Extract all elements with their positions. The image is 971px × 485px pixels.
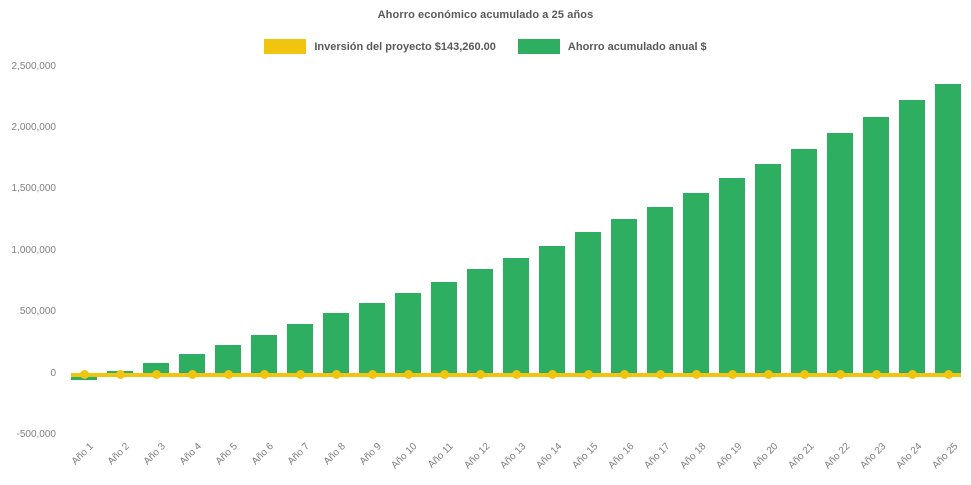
x-axis-tick-label: Año 20 <box>749 441 781 472</box>
bar-año-22 <box>827 132 854 374</box>
legend-item-investment: Inversión del proyecto $143,260.00 <box>264 39 496 54</box>
bar-año-23 <box>863 117 890 374</box>
x-axis-tick-label: Año 2 <box>105 441 132 468</box>
x-axis-tick-label: Año 3 <box>141 441 168 468</box>
bar-año-14 <box>539 245 566 374</box>
x-axis-tick-label: Año 11 <box>426 441 456 471</box>
bar-año-9 <box>359 302 386 374</box>
investment-line-marker <box>763 370 773 380</box>
bar-año-4 <box>179 353 206 374</box>
bar-año-18 <box>683 193 710 374</box>
investment-line-marker <box>727 370 737 380</box>
investment-line-marker <box>799 370 809 380</box>
x-axis-tick-label: Año 8 <box>321 441 348 468</box>
bar-año-13 <box>503 258 530 374</box>
x-axis-tick-label: Año 12 <box>461 441 492 472</box>
bar-año-19 <box>719 178 746 374</box>
investment-line-marker <box>475 370 485 380</box>
investment-line-marker <box>511 370 521 380</box>
bar-año-12 <box>467 269 494 374</box>
y-axis-tick-label: -500,000 <box>16 429 56 440</box>
bar-año-24 <box>899 99 926 374</box>
x-axis-tick-label: Año 18 <box>677 441 709 472</box>
investment-line-marker <box>835 370 845 380</box>
x-axis-tick-label: Año 13 <box>497 441 529 472</box>
investment-line-marker <box>79 370 89 380</box>
investment-line-marker <box>259 370 269 380</box>
legend-label-savings: Ahorro acumulado anual $ <box>567 40 707 53</box>
bar-año-11 <box>431 282 458 374</box>
x-axis-tick-label: Año 6 <box>249 441 276 468</box>
chart-title: Ahorro económico acumulado a 25 años <box>377 9 594 21</box>
bar-año-8 <box>323 313 350 374</box>
bar-año-16 <box>611 219 638 374</box>
x-axis-tick-label: Año 16 <box>605 441 637 472</box>
y-axis-tick-label: 1,500,000 <box>11 183 57 195</box>
x-axis-tick-label: Año 25 <box>930 441 961 472</box>
y-axis-tick-label: 1,000,000 <box>11 244 57 256</box>
investment-line-marker <box>547 370 557 380</box>
x-axis-tick-label: Año 24 <box>894 441 925 472</box>
investment-line-marker <box>583 370 593 380</box>
bar-año-6 <box>251 334 278 374</box>
y-axis-tick-label: 2,000,000 <box>11 121 57 133</box>
investment-line-marker <box>151 370 161 380</box>
bar-año-15 <box>575 231 602 374</box>
bar-año-25 <box>935 83 962 374</box>
x-axis-tick-label: Año 10 <box>389 441 420 472</box>
investment-line-marker <box>403 370 413 380</box>
bar-año-7 <box>287 324 314 374</box>
investment-line-marker <box>907 370 917 380</box>
x-axis-tick-label: Año 7 <box>285 441 312 468</box>
bar-año-17 <box>647 206 674 374</box>
y-axis-tick-label: 0 <box>50 367 56 379</box>
bar-año-5 <box>215 344 242 374</box>
chart-legend: Inversión del proyecto $143,260.00 Ahorr… <box>0 39 971 54</box>
bar-año-3 <box>143 363 170 374</box>
y-axis-tick-label: 2,500,000 <box>11 60 57 72</box>
x-axis-tick-label: Año 1 <box>69 441 96 468</box>
investment-line-marker <box>871 370 881 380</box>
investment-line-marker <box>187 370 197 380</box>
legend-label-investment: Inversión del proyecto $143,260.00 <box>314 40 496 53</box>
bar-año-10 <box>395 293 422 374</box>
investment-line-marker <box>295 370 305 380</box>
x-axis-tick-label: Año 23 <box>858 441 889 472</box>
investment-line-marker <box>115 370 125 380</box>
investment-line-marker <box>367 370 377 380</box>
investment-line-marker <box>655 370 665 380</box>
x-axis-tick-label: Año 9 <box>357 441 384 468</box>
x-axis-tick-label: Año 15 <box>569 441 601 472</box>
x-axis-tick-label: Año 14 <box>533 441 565 472</box>
x-axis-tick-label: Año 4 <box>177 441 204 468</box>
x-axis-tick-label: Año 5 <box>213 441 240 468</box>
x-axis-tick-label: Año 22 <box>821 441 853 472</box>
investment-line-marker <box>619 370 629 380</box>
investment-line-marker <box>943 370 953 380</box>
investment-line-marker <box>691 370 701 380</box>
x-axis-tick-label: Año 19 <box>713 441 745 472</box>
legend-item-savings: Ahorro acumulado anual $ <box>517 39 707 54</box>
bar-año-21 <box>791 148 818 374</box>
investment-line-marker <box>223 370 233 380</box>
x-axis-tick-label: Año 21 <box>785 441 817 472</box>
x-axis-tick-label: Año 17 <box>641 441 673 472</box>
bar-año-20 <box>755 164 782 374</box>
investment-line-marker <box>331 370 341 380</box>
savings-color-swatch <box>517 39 560 54</box>
investment-line-marker <box>439 370 449 380</box>
y-axis-tick-label: 500,000 <box>19 306 56 318</box>
investment-color-swatch <box>264 39 307 54</box>
